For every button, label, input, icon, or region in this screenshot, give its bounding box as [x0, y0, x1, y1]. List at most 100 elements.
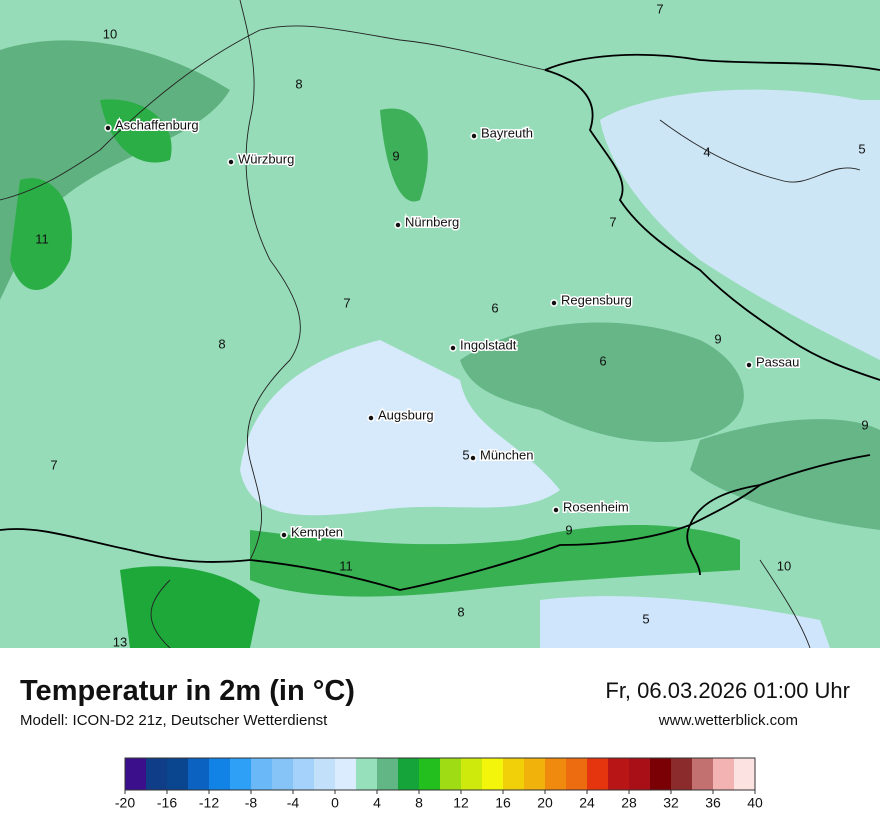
- warm-area: [250, 525, 740, 597]
- colorbar-cell: [566, 758, 588, 790]
- isoline-label: 9: [565, 522, 572, 537]
- colorbar-cell: [293, 758, 315, 790]
- colorbar-cell: [587, 758, 609, 790]
- isoline-label: 5: [858, 141, 865, 156]
- isoline-label: 7: [343, 295, 350, 310]
- isoline-label: 4: [703, 144, 710, 159]
- colorbar-cell: [524, 758, 546, 790]
- city-label: München: [480, 447, 533, 462]
- isoline-label: 5: [642, 611, 649, 626]
- mild-area: [460, 322, 744, 443]
- colorbar-cell: [650, 758, 672, 790]
- date: Fr, 06.03.2026 01:00 Uhr: [605, 678, 850, 703]
- borders: [0, 53, 880, 591]
- border: [544, 53, 880, 71]
- border: [686, 484, 761, 576]
- colorbar-tick-label: 20: [537, 795, 553, 811]
- colorbar-cell: [230, 758, 252, 790]
- footer: [0, 648, 880, 830]
- city-label: Regensburg: [561, 292, 632, 307]
- isoline-label: 9: [714, 331, 721, 346]
- city-dot: [469, 454, 477, 462]
- isoline-label: 11: [35, 231, 49, 246]
- isoline-label: 7: [656, 1, 663, 16]
- colorbar-tick-label: 4: [373, 795, 381, 811]
- colorbar-tick-label: 16: [495, 795, 511, 811]
- mild-area: [690, 419, 880, 530]
- city-label: Kempten: [291, 524, 343, 539]
- colorbar-cell: [440, 758, 462, 790]
- isoline-label: 10: [103, 26, 117, 41]
- city-label: Passau: [756, 354, 799, 369]
- colorbar: -20 -16 -12 -8 -4 0 4 8 12 16 20 24 28 32 36 40: [115, 757, 763, 811]
- city-dot: [367, 414, 375, 422]
- title: Temperatur in 2m (in °C): [20, 675, 355, 707]
- colorbar-cell: [734, 758, 756, 790]
- colorbar-tick-label: 32: [663, 795, 679, 811]
- isoline-label: 11: [339, 558, 353, 573]
- cool-area: [540, 596, 830, 648]
- colorbar-cell: [671, 758, 693, 790]
- map: [0, 0, 880, 649]
- colorbar-frame: [124, 757, 756, 791]
- isoline-label: 8: [295, 76, 302, 91]
- warm-area: [380, 108, 428, 202]
- colorbar-cell: [188, 758, 210, 790]
- city-label: Würzburg: [238, 151, 294, 166]
- colorbar-cell: [356, 758, 378, 790]
- city-dot: [280, 531, 288, 539]
- colorbar-cell: [419, 758, 441, 790]
- city-dot: [470, 132, 478, 140]
- colorbar-cell: [335, 758, 357, 790]
- border: [150, 559, 811, 649]
- colorbar-tick-label: -8: [245, 795, 258, 811]
- city-label: Aschaffenburg: [115, 117, 199, 132]
- isoline-label: 6: [491, 300, 498, 315]
- city-dot: [550, 299, 558, 307]
- website: www.wetterblick.com: [658, 712, 798, 729]
- colorbar-cell: [209, 758, 231, 790]
- isoline-label: 9: [392, 148, 399, 163]
- model: Modell: ICON-D2 21z, Deutscher Wetterdie…: [20, 712, 328, 729]
- isoline-label: 5: [462, 447, 469, 462]
- border: [239, 0, 301, 561]
- colorbar-cell: [608, 758, 630, 790]
- colorbar-cell: [482, 758, 504, 790]
- cool-area: [600, 89, 880, 360]
- city-dot: [227, 158, 235, 166]
- city-label: Bayreuth: [481, 125, 533, 140]
- colorbar-cell: [272, 758, 294, 790]
- city-dot: [449, 344, 457, 352]
- colorbar-tick-label: -16: [157, 795, 177, 811]
- isoline-label: 7: [609, 214, 616, 229]
- colorbar-tick-label: 8: [415, 795, 423, 811]
- colorbar-tick-label: 0: [331, 795, 339, 811]
- isoline-label: 6: [599, 353, 606, 368]
- colorbar-cell: [125, 758, 147, 790]
- colorbar-cell: [167, 758, 189, 790]
- colorbar-cell: [398, 758, 420, 790]
- colorbar-cell: [713, 758, 735, 790]
- mild-area: [0, 40, 230, 301]
- city-label: Augsburg: [378, 407, 434, 422]
- city-dot: [104, 124, 112, 132]
- colorbar-cell: [461, 758, 483, 790]
- colorbar-tick-label: -20: [115, 795, 135, 811]
- city-label: Ingolstadt: [460, 337, 517, 352]
- colorbar-cell: [251, 758, 273, 790]
- city-dot: [552, 506, 560, 514]
- district-borders: [0, 0, 861, 649]
- colorbar-tick-label: -4: [287, 795, 300, 811]
- colorbar-cell: [629, 758, 651, 790]
- cool-area: [240, 340, 560, 516]
- city-label: Rosenheim: [563, 499, 629, 514]
- border: [0, 454, 871, 591]
- isoline-label: 8: [218, 336, 225, 351]
- isoline-label: 7: [50, 457, 57, 472]
- warm-area: [120, 566, 260, 648]
- colorbar-tick-label: 36: [705, 795, 721, 811]
- isoline-labels: 7 10 8 9 4 5 7 11 7 6 8 9 6 9 7 5 9 11 10 8 5 13: [35, 1, 868, 649]
- city-dot: [394, 221, 402, 229]
- colorbar-tick-label: 28: [621, 795, 637, 811]
